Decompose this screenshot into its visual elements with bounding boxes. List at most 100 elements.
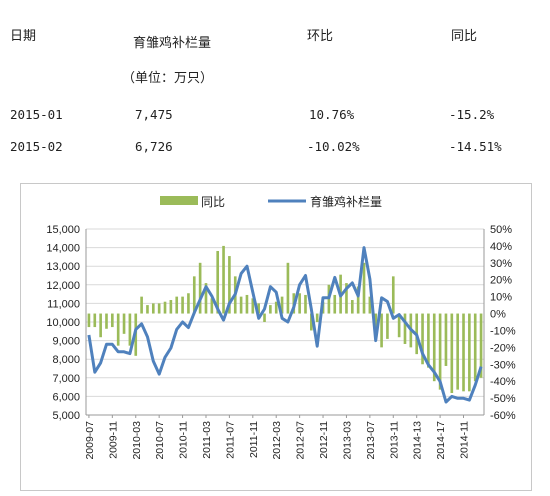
y-left-tick-label: 6,000: [52, 391, 80, 403]
y-right-tick-label: -40%: [490, 376, 516, 388]
gridlines: [86, 228, 484, 416]
yoy-bar: [345, 283, 348, 314]
y-left-tick-label: 7,000: [52, 373, 80, 385]
row-mom: 10.76%: [309, 107, 355, 122]
yoy-bar: [140, 296, 143, 314]
y-axis-left: 5,000 6,000 7,000 8,000 9,000 10,000 11,000 12,…: [46, 224, 87, 422]
yoy-bar: [146, 305, 149, 314]
stock-series-line: [87, 246, 483, 404]
yoy-bar: [368, 296, 372, 314]
yoy-bar: [380, 313, 383, 348]
yoy-bar: [111, 313, 114, 328]
data-table: 日期 育雏鸡补栏量 （单位：万只） 环比 同比 2015-01 7,475 10…: [0, 0, 550, 170]
yoy-bar: [175, 296, 179, 314]
y-left-tick-label: 14,000: [46, 243, 80, 255]
y-left-tick-label: 10,000: [46, 317, 80, 329]
y-right-tick-label: -60%: [490, 410, 516, 422]
x-tick-label: 2010-11: [178, 421, 190, 459]
legend-label-stock: 育雏鸡补栏量: [310, 194, 382, 209]
legend-swatch-yoy: [160, 196, 198, 205]
x-tick-label: 2012-11: [318, 421, 330, 459]
yoy-bar: [479, 313, 483, 378]
yoy-bar: [304, 294, 307, 314]
y-right-tick-label: -20%: [490, 342, 516, 354]
row-stock: 7,475: [135, 107, 173, 122]
yoy-bar: [93, 313, 97, 328]
y-right-tick-label: 10%: [490, 292, 512, 304]
yoy-bar: [310, 313, 313, 331]
yoy-bar: [280, 296, 284, 314]
yoy-bar: [157, 303, 161, 314]
header-mom: 环比: [307, 29, 334, 44]
y-left-tick-label: 5,000: [52, 410, 80, 422]
yoy-bar: [99, 313, 102, 338]
y-axis-right: 50% 40% 30% 20% 10% 0% -10% -20% -30% -40% -50% -60…: [483, 224, 516, 422]
y-right-tick-label: 50%: [490, 224, 512, 236]
yoy-bar: [362, 262, 366, 314]
x-tick-label: 2010-03: [131, 421, 143, 460]
yoy-bar: [187, 293, 190, 314]
yoy-bar: [473, 313, 477, 382]
yoy-bar: [169, 300, 173, 314]
x-tick-label: 2012-03: [271, 421, 283, 460]
row-stock: 6,726: [135, 139, 173, 154]
yoy-bar: [274, 301, 278, 314]
yoy-bar: [350, 300, 354, 314]
yoy-bar: [151, 303, 155, 314]
yoy-bar: [333, 294, 337, 314]
y-right-tick-label: -50%: [490, 393, 516, 405]
yoy-bar: [251, 298, 255, 314]
yoy-bar: [427, 313, 430, 368]
yoy-bar: [216, 250, 220, 314]
yoy-bar: [228, 256, 231, 314]
yoy-bar: [257, 303, 260, 314]
header-yoy: 同比: [451, 29, 478, 44]
yoy-bar: [239, 296, 243, 314]
yoy-bar: [468, 313, 471, 392]
yoy-bar: [421, 313, 424, 365]
y-right-tick-label: 40%: [490, 241, 512, 253]
yoy-bar: [105, 313, 108, 329]
x-tick-label: 2012-07: [295, 421, 307, 460]
y-right-tick-label: 30%: [490, 258, 512, 270]
y-left-tick-label: 11,000: [47, 298, 80, 310]
yoy-bar: [198, 262, 202, 314]
yoy-bar: [456, 313, 459, 390]
y-right-tick-label: 0%: [490, 309, 506, 321]
yoy-bar: [397, 313, 401, 338]
yoy-bar: [222, 245, 225, 314]
yoy-bar: [315, 313, 319, 322]
y-left-tick-label: 13,000: [46, 261, 80, 273]
row-yoy: -15.2%: [449, 107, 495, 122]
x-tick-label: 2013-11: [388, 421, 400, 459]
yoy-bar: [122, 313, 126, 334]
x-tick-label: 2013-07: [365, 421, 377, 460]
x-tick-label: 2011-11: [248, 421, 260, 458]
yoy-bar: [263, 313, 266, 322]
yoy-bar: [438, 313, 442, 390]
yoy-bar: [356, 286, 360, 314]
row-date: 2015-01: [10, 107, 63, 122]
header-date: 日期: [10, 29, 37, 44]
yoy-bar: [87, 313, 91, 328]
yoy-bar: [192, 276, 196, 314]
yoy-bar: [116, 313, 120, 346]
x-tick-label: 2009-07: [84, 421, 96, 460]
yoy-bar: [386, 313, 389, 339]
x-tick-label: 2014-17: [435, 421, 447, 460]
header-stock: 育雏鸡补栏量: [133, 36, 212, 51]
y-right-tick-label: 20%: [490, 275, 512, 287]
yoy-bar: [444, 313, 448, 366]
yoy-bar: [163, 301, 167, 314]
y-left-tick-label: 15,000: [46, 224, 80, 236]
y-left-tick-label: 8,000: [52, 354, 80, 366]
y-left-tick-label: 9,000: [52, 336, 80, 348]
yoy-bar: [450, 313, 454, 394]
header-unit: （单位：万只）: [122, 71, 214, 86]
y-right-tick-label: -10%: [490, 325, 516, 337]
legend: 同比 育雏鸡补栏量: [160, 194, 382, 209]
row-yoy: -14.51%: [449, 139, 502, 154]
row-mom: -10.02%: [307, 139, 360, 154]
x-tick-label: 2011-03: [201, 421, 213, 459]
